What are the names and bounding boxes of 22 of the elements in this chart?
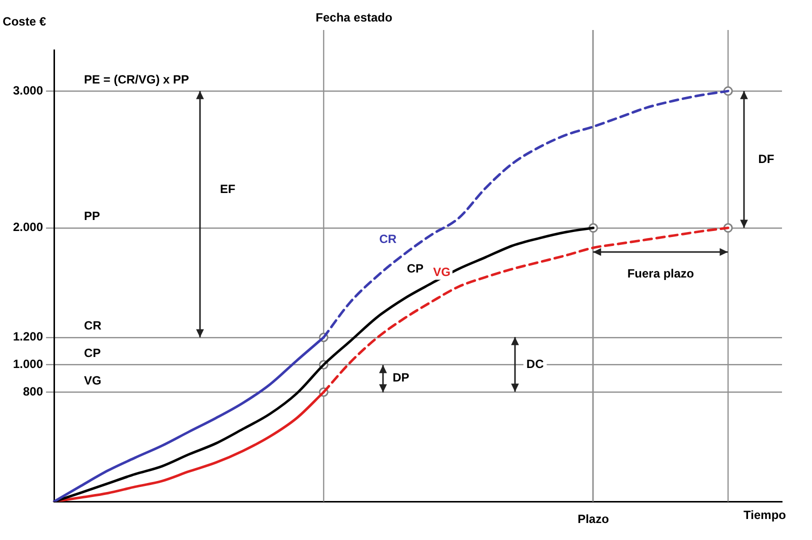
- y-tick-label: 800: [23, 384, 44, 398]
- annotation: CR: [84, 318, 102, 333]
- annotation: CP: [84, 346, 101, 360]
- annotation: DP: [392, 370, 410, 385]
- text: Fecha estado: [316, 10, 392, 24]
- y-tick-label: 1.000: [13, 357, 44, 372]
- y-tick-label: 3.000: [13, 83, 44, 98]
- y-tick-label: 1.200: [13, 330, 44, 344]
- annotation: DF: [758, 152, 774, 166]
- x-axis-title: Tiempo: [744, 508, 786, 522]
- y-tick-label: 2.000: [13, 220, 44, 234]
- series-label: CP: [406, 262, 424, 276]
- annotation: DC: [526, 357, 544, 372]
- annotation: Fuera plazo: [627, 266, 694, 280]
- series-label: CR: [379, 232, 397, 246]
- series-label: VG: [433, 265, 450, 280]
- annotation: EF: [220, 182, 236, 196]
- annotation: PE = (CR/VG) x PP: [84, 72, 190, 86]
- annotation: PP: [84, 209, 100, 224]
- y-axis-title: Coste €: [2, 14, 46, 28]
- x-tick-label: Plazo: [578, 512, 609, 526]
- annotation: VG: [84, 373, 102, 388]
